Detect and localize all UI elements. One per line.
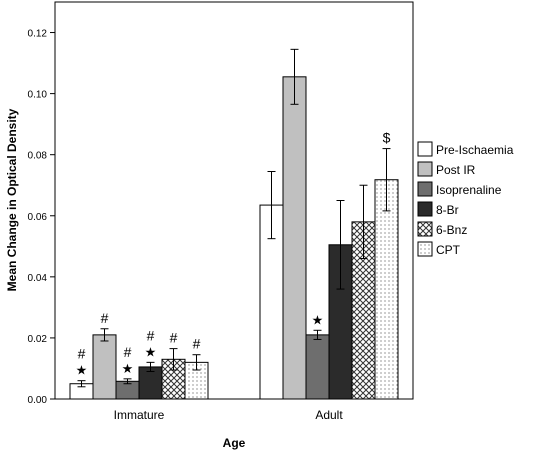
legend-label: Post IR (436, 163, 476, 177)
bar-post-ir-adult (282, 76, 307, 400)
significance-marker: # (124, 344, 132, 360)
legend-label: Pre-Ischaemia (436, 143, 514, 157)
y-tick-label: 0.12 (28, 29, 48, 40)
x-axis-label: Age (223, 436, 246, 450)
significance-marker: $ (383, 130, 391, 146)
significance-marker: ★ (145, 344, 157, 359)
y-tick-label: 0.04 (28, 273, 48, 284)
significance-marker: # (193, 336, 201, 352)
bar-cpt-adult (374, 179, 399, 400)
legend-swatch (417, 161, 433, 177)
x-axis: Immature Adult (114, 408, 344, 422)
legend-swatch (417, 221, 433, 237)
significance-marker: ★ (312, 312, 324, 327)
legend-label: 8-Br (436, 203, 459, 217)
legend-swatch (417, 181, 433, 197)
significance-marker: ★ (122, 361, 134, 376)
significance-marker: # (78, 346, 86, 362)
legend-label: Isoprenaline (436, 183, 502, 197)
y-tick-label: 0.06 (28, 212, 48, 223)
legend-swatch (417, 141, 433, 157)
y-tick-label: 0.08 (28, 151, 48, 162)
legend-swatch (417, 201, 433, 217)
y-axis-label: Mean Change in Optical Density (5, 108, 19, 291)
legend-label: CPT (436, 243, 461, 257)
significance-marker: # (101, 310, 109, 326)
y-tick-label: 0.02 (28, 334, 48, 345)
x-tick-label: Adult (315, 408, 343, 422)
bars: ★##★# ★# # #★$ (69, 48, 399, 400)
y-tick-label: 0.10 (28, 90, 48, 101)
significance-marker: ★ (76, 363, 88, 378)
legend: Pre-Ischaemia Post IR Isoprenaline 8-Br 6-Bn… (417, 141, 514, 257)
bar-post-ir-immature (92, 334, 117, 400)
bar-isoprenaline-adult (305, 334, 330, 400)
significance-marker: # (170, 330, 178, 346)
legend-label: 6-Bnz (436, 223, 467, 237)
significance-marker: # (147, 327, 155, 343)
x-tick-label: Immature (114, 408, 165, 422)
y-tick-label: 0.00 (28, 395, 48, 406)
y-axis: 0.00 0.02 0.04 0.06 0.08 0.10 0.12 (28, 29, 55, 406)
legend-swatch (417, 241, 433, 257)
